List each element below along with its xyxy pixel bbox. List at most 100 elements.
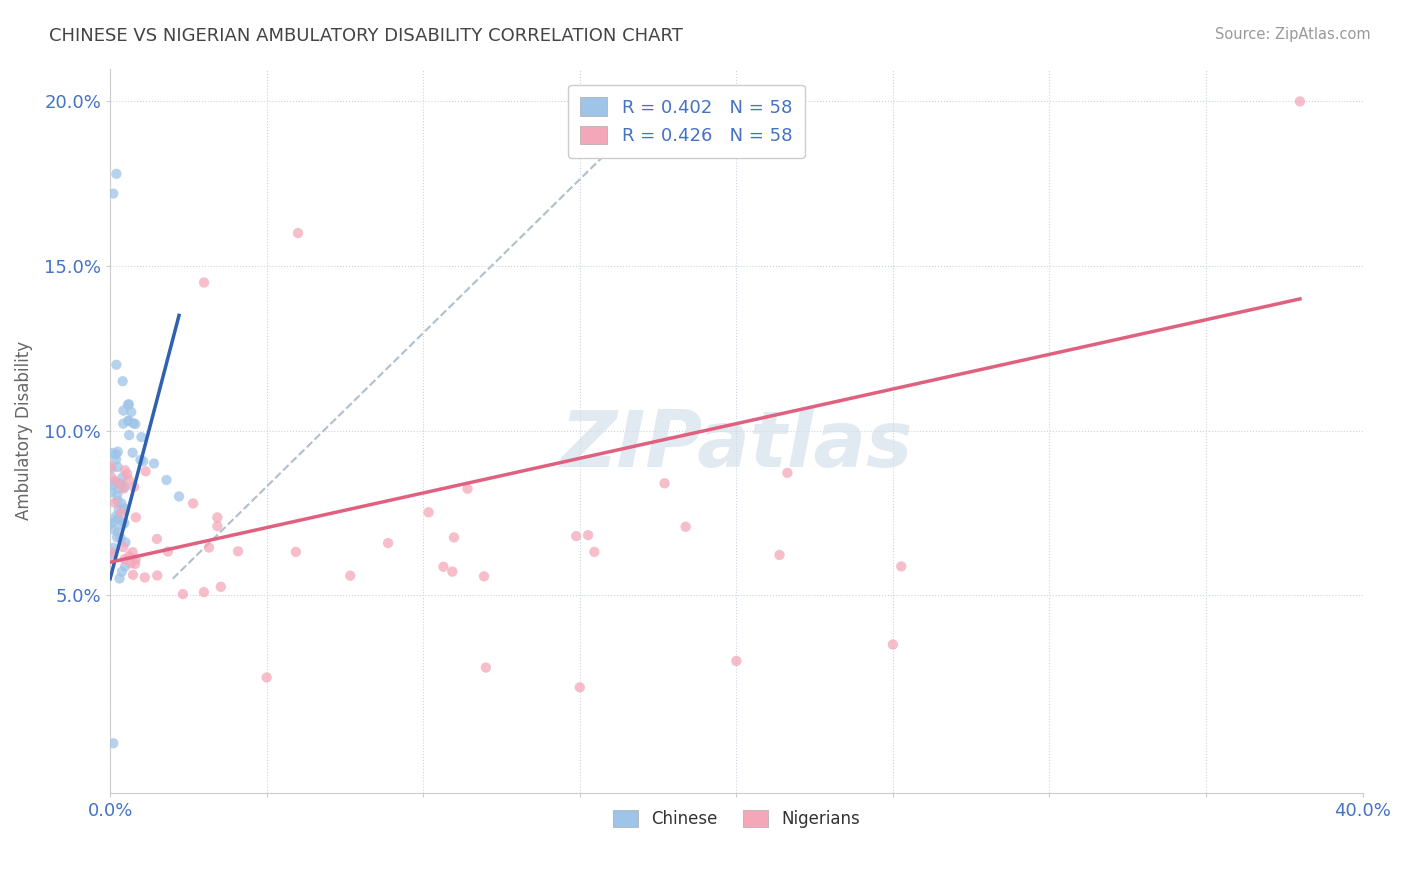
Point xyxy=(890,559,912,574)
Point xyxy=(105,167,128,181)
Point xyxy=(120,405,142,419)
Point xyxy=(107,493,129,508)
Point xyxy=(882,638,904,652)
Point xyxy=(107,502,129,516)
Point xyxy=(103,523,125,537)
Point xyxy=(118,414,141,428)
Y-axis label: Ambulatory Disability: Ambulatory Disability xyxy=(15,341,32,520)
Point xyxy=(105,530,128,544)
Point xyxy=(443,530,465,544)
Point xyxy=(122,480,145,494)
Point xyxy=(776,466,799,480)
Point xyxy=(124,557,146,571)
Point xyxy=(105,488,128,502)
Point xyxy=(167,490,190,504)
Point xyxy=(112,480,135,494)
Point xyxy=(98,459,121,474)
Point xyxy=(103,478,125,492)
Point xyxy=(104,496,127,510)
Point xyxy=(118,428,141,442)
Point xyxy=(107,511,129,525)
Point xyxy=(418,505,440,519)
Point xyxy=(110,506,132,520)
Point xyxy=(114,503,136,517)
Point xyxy=(287,226,309,240)
Point xyxy=(114,463,136,477)
Point xyxy=(111,517,134,532)
Point xyxy=(101,446,124,460)
Point xyxy=(117,398,139,412)
Point xyxy=(121,446,143,460)
Point xyxy=(103,516,125,530)
Point xyxy=(134,570,156,584)
Point xyxy=(256,670,278,684)
Point xyxy=(124,552,146,566)
Point xyxy=(198,541,221,555)
Point xyxy=(118,397,141,411)
Point xyxy=(112,516,135,530)
Point xyxy=(103,736,125,750)
Point xyxy=(181,496,204,510)
Point xyxy=(112,540,135,554)
Point xyxy=(124,417,146,431)
Point xyxy=(284,545,307,559)
Text: CHINESE VS NIGERIAN AMBULATORY DISABILITY CORRELATION CHART: CHINESE VS NIGERIAN AMBULATORY DISABILIT… xyxy=(49,27,683,45)
Point xyxy=(456,482,478,496)
Point xyxy=(226,544,249,558)
Point xyxy=(114,535,136,549)
Point xyxy=(107,525,129,540)
Point xyxy=(110,496,132,510)
Point xyxy=(1289,95,1312,109)
Point xyxy=(111,374,134,388)
Point xyxy=(100,485,122,500)
Point xyxy=(156,544,179,558)
Point xyxy=(100,517,122,532)
Point xyxy=(108,572,131,586)
Point xyxy=(101,546,124,560)
Point xyxy=(111,470,134,484)
Point xyxy=(112,417,135,431)
Text: ZIPatlas: ZIPatlas xyxy=(560,407,912,483)
Point xyxy=(768,548,790,562)
Point xyxy=(725,654,748,668)
Point xyxy=(112,501,135,516)
Point xyxy=(105,358,128,372)
Point xyxy=(122,567,145,582)
Point xyxy=(118,549,141,563)
Point xyxy=(114,552,136,566)
Point xyxy=(583,545,606,559)
Point xyxy=(103,186,125,201)
Point xyxy=(120,557,142,571)
Point xyxy=(118,473,141,487)
Point xyxy=(107,444,129,458)
Point xyxy=(576,528,599,542)
Point xyxy=(100,548,122,562)
Point xyxy=(441,565,464,579)
Point xyxy=(207,510,229,524)
Point xyxy=(339,568,361,582)
Point xyxy=(131,430,153,444)
Point xyxy=(104,509,127,524)
Point xyxy=(115,467,138,481)
Point xyxy=(107,512,129,526)
Point xyxy=(155,473,177,487)
Point xyxy=(675,520,697,534)
Point xyxy=(146,568,169,582)
Point xyxy=(112,482,135,496)
Point xyxy=(143,457,166,471)
Point xyxy=(135,464,157,478)
Point xyxy=(565,529,588,543)
Point xyxy=(568,681,591,695)
Point xyxy=(104,474,127,488)
Point xyxy=(472,569,495,583)
Point xyxy=(121,545,143,559)
Point xyxy=(103,541,125,555)
Point xyxy=(129,452,152,467)
Point xyxy=(101,471,124,485)
Point xyxy=(107,476,129,491)
Point xyxy=(654,476,676,491)
Point xyxy=(100,461,122,475)
Point xyxy=(132,454,155,468)
Point xyxy=(146,532,169,546)
Point xyxy=(111,565,134,579)
